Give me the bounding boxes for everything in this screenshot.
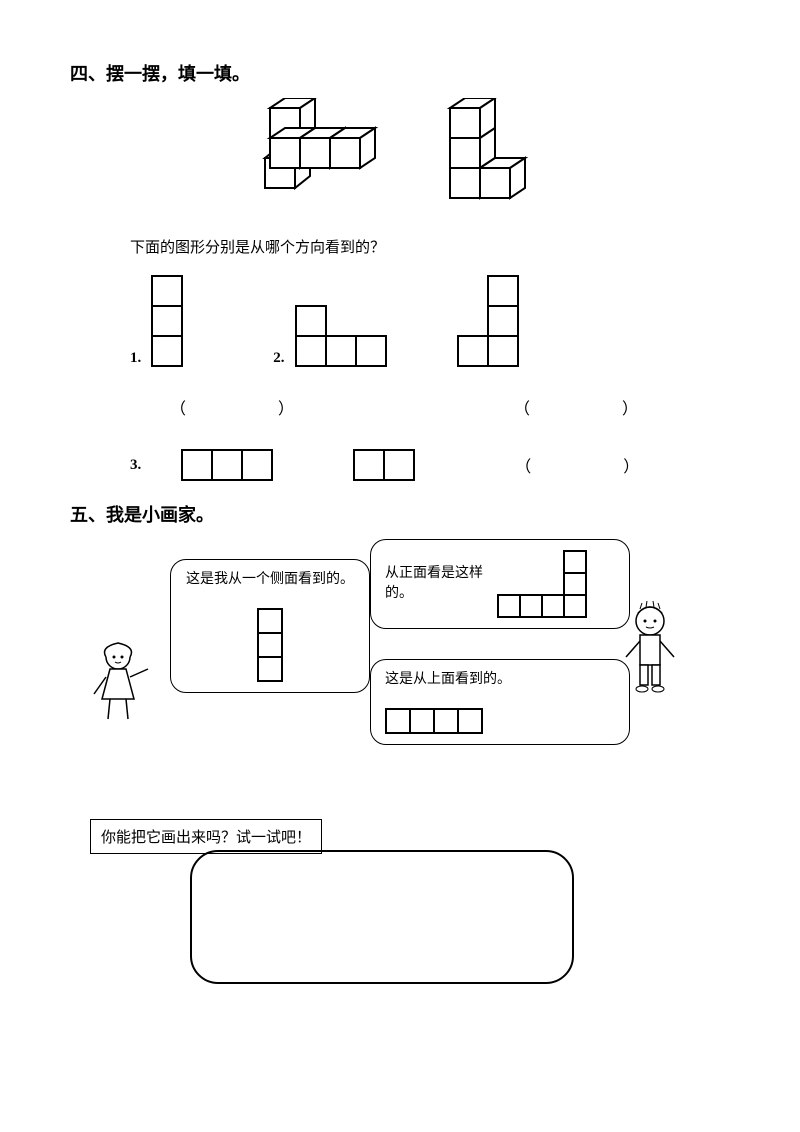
cube3d-right — [435, 98, 555, 228]
boy-icon — [620, 599, 690, 729]
bubble-side-text: 这是我从一个侧面看到的。 — [186, 570, 354, 590]
section4-heading: 四、摆一摆，填一填。 — [70, 60, 730, 86]
item3-row: 3. （ ） — [130, 449, 730, 481]
item2-paren: （ ） — [514, 395, 658, 419]
prompt-row: 你能把它画出来吗？试一试吧！ — [90, 819, 730, 854]
section5-heading: 五、我是小画家。 — [70, 501, 730, 527]
items-row-12: 1. 2. — [130, 275, 730, 367]
front-view-shape — [497, 550, 587, 618]
answer-bubble — [190, 850, 574, 984]
item2-label: 2. — [273, 350, 284, 367]
bubble-front: 从正面看是这样的。 — [370, 539, 630, 629]
item3-shape-a — [181, 449, 273, 481]
item1-shape — [151, 275, 183, 367]
item2-shape-a — [295, 305, 387, 367]
bubble-top: 这是从上面看到的。 — [370, 659, 630, 745]
bubble-top-text: 这是从上面看到的。 — [385, 670, 511, 690]
item3-label: 3. — [130, 457, 141, 474]
section4-subheading: 下面的图形分别是从哪个方向看到的？ — [130, 236, 730, 257]
prompt-box: 你能把它画出来吗？试一试吧！ — [90, 819, 322, 854]
item1-label: 1. — [130, 350, 141, 367]
section5-diagram: 这是我从一个侧面看到的。 从正面看是这样的。 这是从上面看到的。 — [90, 539, 730, 819]
item3-paren: （ ） — [515, 453, 659, 477]
bubble-side: 这是我从一个侧面看到的。 — [170, 559, 370, 693]
paren-row-12: （ ） （ ） — [130, 395, 730, 419]
cube3d-left — [245, 98, 385, 208]
cube-3d-row — [70, 98, 730, 228]
item2-shape-b — [457, 275, 519, 367]
item1-paren: （ ） — [170, 395, 314, 419]
top-view-shape — [385, 708, 483, 734]
side-view-shape — [257, 608, 283, 682]
bubble-front-text: 从正面看是这样的。 — [385, 564, 485, 603]
girl-icon — [90, 639, 160, 749]
item3-shape-b — [353, 449, 415, 481]
